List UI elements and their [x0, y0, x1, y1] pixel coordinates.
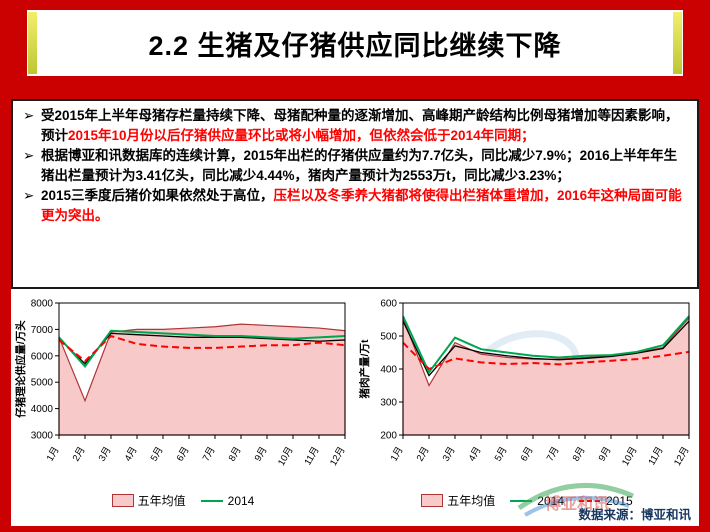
bullet-text: 根据博亚和讯数据库的连续计算，2015年出栏的仔猪供应量约为7.7亿头，同比减少… — [41, 148, 678, 183]
x-tick-label: 10月 — [620, 445, 640, 468]
legend-item: 2014 — [200, 493, 255, 508]
y-tick-label: 4000 — [31, 404, 54, 415]
title-accent-right — [673, 12, 682, 74]
x-tick-label: 1月 — [45, 445, 62, 463]
bullet-item: ➢ 根据博亚和讯数据库的连续计算，2015年出栏的仔猪供应量约为7.7亿头，同比减… — [22, 146, 688, 186]
bullet-item: ➢ 2015三季度后猪价如果依然处于高位，压栏以及冬季养大猪都将使得出栏猪体重增加… — [22, 186, 688, 226]
piglet-supply-chart: 3000 4000 5000 6000 7000 8000 1月 2月 3月 4月 5月 6月 7月 8月… — [13, 295, 353, 509]
x-tick-label: 8月 — [227, 445, 244, 463]
y-tick-label: 6000 — [31, 351, 54, 362]
series-line-2 — [58, 329, 346, 368]
x-tick-label: 3月 — [441, 445, 458, 463]
boya-logo-arcs-icon — [517, 482, 634, 517]
y-tick-label: 7000 — [31, 325, 54, 336]
legend-label: 2015 — [606, 493, 633, 508]
legend-swatch-0 — [111, 494, 134, 507]
x-tick-label: 4月 — [467, 445, 484, 463]
pork-output-chart: 200 300 400 500 600 1月 2月 3月 4月 5月 6月 7月 8月 9月 10月 11月 1… — [357, 295, 697, 509]
y-tick-label: 5000 — [31, 378, 54, 389]
x-tick-label: 6月 — [519, 445, 536, 463]
y-tick-label: 600 — [380, 299, 397, 310]
y-axis: 3000 4000 5000 6000 7000 8000 — [31, 299, 59, 442]
bullet-text: 受2015年上半年母猪存栏量持续下降、母猪配种量的逐渐增加、高峰期产龄结构比例母… — [41, 108, 679, 143]
chart-legend: 五年均值 2014 — [13, 492, 353, 509]
legend-swatch-2 — [579, 499, 601, 502]
bullet-marker-icon: ➢ — [23, 188, 35, 203]
x-tick-label: 9月 — [597, 445, 614, 463]
series-line-3 — [58, 334, 346, 363]
x-tick-label: 12月 — [672, 445, 692, 468]
x-tick-label: 2月 — [71, 445, 88, 463]
plot-frame — [58, 302, 346, 436]
bullet-marker-icon: ➢ — [23, 108, 35, 123]
legend-label: 五年均值 — [447, 494, 496, 508]
y-tick-label: 500 — [380, 332, 397, 343]
y-tick-label: 8000 — [31, 299, 54, 310]
x-tick-label: 6月 — [175, 445, 192, 463]
bullet-marker-icon: ➢ — [23, 148, 35, 163]
chart-legend: 五年均值 2014 2015 — [357, 492, 697, 509]
bullet-item: ➢ 受2015年上半年母猪存栏量持续下降、母猪配种量的逐渐增加、高峰期产龄结构比例… — [22, 106, 688, 146]
series-line-3 — [402, 341, 690, 371]
y-axis-title: 猪肉产量/万t — [358, 339, 371, 399]
legend-swatch-1 — [200, 499, 223, 502]
bullet-text: 2015三季度后猪价如果依然处于高位， — [41, 188, 274, 203]
title-bar: 2.2 生猪及仔猪供应同比继续下降 — [27, 10, 683, 76]
legend-item: 五年均值 — [111, 492, 186, 509]
series-line-1 — [58, 332, 346, 365]
slide-title: 2.2 生猪及仔猪供应同比继续下降 — [148, 30, 562, 61]
x-tick-label: 12月 — [328, 445, 348, 468]
bullet-text-highlight: 2015年10月份以后仔猪供应量环比或将小幅增加，但依然会低于2014年同期； — [68, 128, 535, 143]
x-axis: 1月 2月 3月 4月 5月 6月 7月 8月 9月 10月 11月 12月 — [389, 435, 692, 468]
x-tick-label: 11月 — [302, 445, 321, 467]
boya-logo-watermark: 博亚和讯 — [511, 476, 641, 520]
legend-swatch-0 — [421, 494, 444, 507]
bullet-panel: ➢ 受2015年上半年母猪存栏量持续下降、母猪配种量的逐渐增加、高峰期产龄结构比例… — [11, 99, 699, 289]
bullet-text-highlight: 压栏以及冬季养大猪都将使得出栏猪体重增加，2016年这种局面可能更为突出。 — [41, 188, 682, 223]
series-line-2 — [402, 315, 690, 375]
x-tick-label: 8月 — [571, 445, 588, 463]
legend-label: 五年均值 — [137, 494, 186, 508]
x-tick-label: 5月 — [493, 445, 510, 463]
title-accent-left — [28, 12, 37, 74]
x-axis: 1月 2月 3月 4月 5月 6月 7月 8月 9月 10月 11月 12月 — [45, 435, 348, 468]
y-axis-title: 仔猪理论供应量/万头 — [14, 320, 27, 418]
legend-label: 2014 — [227, 493, 255, 508]
watermark-text: 博亚和讯 — [545, 496, 610, 513]
y-axis: 200 300 400 500 600 — [380, 299, 403, 442]
y-tick-label: 300 — [380, 398, 397, 409]
x-tick-label: 5月 — [149, 445, 166, 463]
legend-label: 2014 — [537, 493, 564, 508]
x-tick-label: 7月 — [545, 445, 562, 463]
x-tick-label: 9月 — [253, 445, 270, 463]
y-tick-label: 3000 — [31, 431, 54, 442]
x-tick-label: 10月 — [276, 445, 296, 468]
x-tick-label: 1月 — [389, 445, 406, 463]
piglet-supply-plot: 3000 4000 5000 6000 7000 8000 1月 2月 3月 4月 5月 6月 7月 8月… — [14, 299, 348, 468]
y-tick-label: 400 — [380, 365, 397, 376]
y-tick-label: 200 — [380, 431, 397, 442]
x-tick-label: 3月 — [97, 445, 114, 463]
series-line-1 — [402, 320, 690, 377]
legend-item: 2015 — [578, 494, 633, 508]
x-tick-label: 7月 — [201, 445, 218, 463]
charts-panel: 3000 4000 5000 6000 7000 8000 1月 2月 3月 4月 5月 6月 7月 8月… — [11, 289, 699, 526]
x-tick-label: 4月 — [123, 445, 140, 463]
legend-item: 五年均值 — [421, 492, 495, 509]
data-source-label: 数据来源：博亚和讯 — [578, 508, 691, 522]
x-tick-label: 11月 — [646, 445, 665, 467]
x-tick-label: 2月 — [415, 445, 432, 463]
